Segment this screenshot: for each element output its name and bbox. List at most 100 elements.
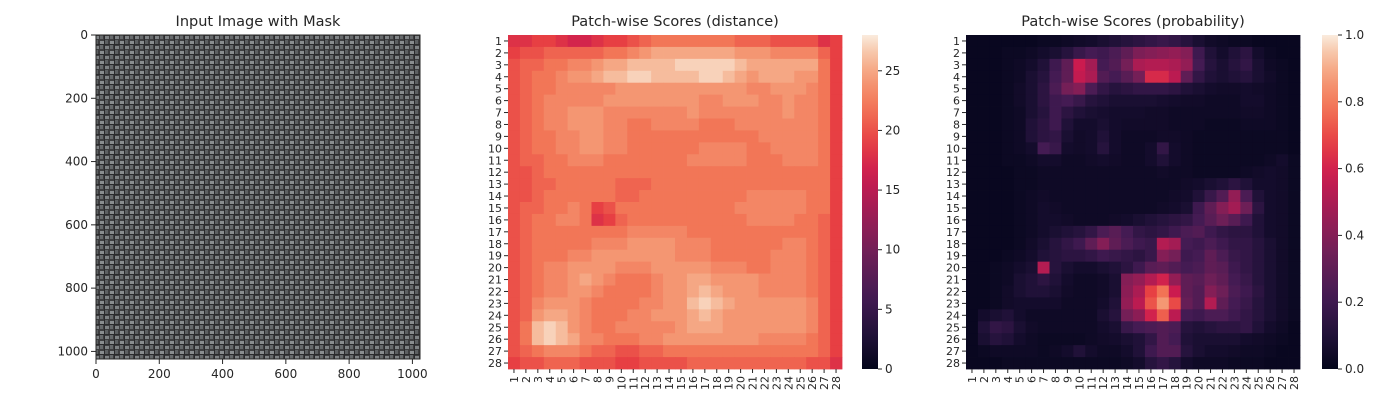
col-label: 20 [1193, 376, 1206, 390]
heatmap-cell [1216, 273, 1229, 286]
heatmap-cell [651, 261, 664, 274]
heatmap-cell [1061, 345, 1074, 358]
heatmap-cell [1085, 297, 1098, 310]
heatmap-cell [1228, 94, 1241, 107]
heatmap-cell [818, 202, 831, 215]
heatmap-cell [1288, 46, 1301, 60]
heatmap-cell [989, 106, 1003, 119]
heatmap-cell [1168, 130, 1182, 143]
heatmap-cell [818, 261, 831, 274]
heatmap-cell [818, 309, 831, 322]
heatmap-cell [675, 249, 688, 263]
heatmap-cell [651, 321, 664, 334]
heatmap-cell [977, 35, 991, 48]
heatmap-cell [1180, 142, 1194, 155]
heatmap-cell [1049, 357, 1062, 370]
heatmap-cell [794, 357, 807, 370]
heatmap-cell [1228, 82, 1241, 96]
heatmap-cell [966, 249, 979, 263]
heatmap-cell [639, 357, 652, 370]
heatmap-cell [1216, 70, 1229, 84]
heatmap-cell [1276, 345, 1289, 358]
heatmap-cell [1144, 297, 1158, 310]
heatmap-cell [830, 35, 843, 48]
heatmap-cell [1073, 35, 1086, 48]
heatmap-cell [818, 46, 831, 60]
heatmap-cell [555, 273, 569, 286]
heatmap-cell [1133, 142, 1146, 155]
heatmap-cell [1192, 178, 1205, 191]
heatmap-cell [675, 166, 688, 179]
heatmap-cell [1144, 70, 1158, 84]
heatmap-cell [1073, 249, 1086, 263]
heatmap-cell [543, 70, 557, 84]
heatmap-cell [1025, 297, 1038, 310]
heatmap-cell [1288, 333, 1301, 346]
heatmap-cell [1085, 166, 1098, 179]
heatmap-cell [758, 297, 771, 310]
heatmap-cell [555, 357, 569, 370]
heatmap-cell [1133, 58, 1146, 72]
heatmap-cell [989, 154, 1003, 167]
heatmap-cell [1001, 166, 1015, 179]
heatmap-cell [1121, 297, 1134, 310]
heatmap-cell [722, 46, 736, 60]
heatmap-cell [758, 309, 771, 322]
heatmap-cell [830, 309, 843, 322]
heatmap-cell [758, 58, 771, 72]
chart-title: Patch-wise Scores (probability) [1021, 14, 1244, 30]
heatmap-cell [603, 46, 616, 60]
heatmap-cell [989, 130, 1003, 143]
heatmap-cell [758, 178, 771, 191]
heatmap-cell [1061, 202, 1074, 215]
heatmap-cell [508, 357, 521, 370]
x-tick-label: 200 [148, 367, 171, 381]
heatmap-cell [555, 261, 569, 274]
heatmap-cell [675, 225, 688, 239]
heatmap-cell [1013, 333, 1027, 346]
row-label: 13 [946, 178, 960, 191]
heatmap-cell [579, 35, 592, 48]
heatmap-cell [989, 190, 1003, 203]
heatmap-cell [1133, 225, 1146, 239]
heatmap-cell [1037, 225, 1050, 239]
heatmap-cell [710, 225, 724, 239]
col-label: 20 [735, 376, 748, 390]
row-label: 3 [953, 59, 960, 72]
heatmap-cell [710, 118, 724, 131]
heatmap-cell [508, 46, 521, 60]
heatmap-cell [830, 261, 843, 274]
heatmap-cell [1264, 333, 1277, 346]
heatmap-cell [1156, 130, 1170, 143]
heatmap-cell [1073, 46, 1086, 60]
heatmap-cell [508, 273, 521, 286]
heatmap-cell [1192, 70, 1205, 84]
heatmap-cell [966, 118, 979, 131]
heatmap-cell [1061, 166, 1074, 179]
heatmap-cell [1073, 58, 1086, 72]
row-label: 24 [946, 309, 960, 322]
heatmap-cell [1085, 333, 1098, 346]
heatmap-cell [663, 82, 676, 96]
heatmap-cell [567, 237, 580, 251]
heatmap-cell [1085, 345, 1098, 358]
heatmap-cell [1228, 333, 1241, 346]
row-label: 19 [946, 250, 960, 263]
heatmap-cell [1085, 273, 1098, 286]
heatmap-cell [722, 166, 736, 179]
heatmap-cell [1156, 106, 1170, 119]
heatmap-cell [1121, 94, 1134, 107]
heatmap-cell [1061, 142, 1074, 155]
heatmap-cell [663, 190, 676, 203]
heatmap-cell [782, 190, 795, 203]
heatmap-cell [794, 142, 807, 155]
heatmap-cell [1144, 202, 1158, 215]
heatmap-cell [734, 154, 747, 167]
heatmap-cell [555, 297, 569, 310]
heatmap-cell [1156, 225, 1170, 239]
heatmap-cell [1228, 58, 1241, 72]
heatmap-cell [1037, 273, 1050, 286]
col-label: 6 [568, 376, 581, 383]
heatmap-cell [615, 46, 628, 60]
heatmap-cell [1133, 333, 1146, 346]
